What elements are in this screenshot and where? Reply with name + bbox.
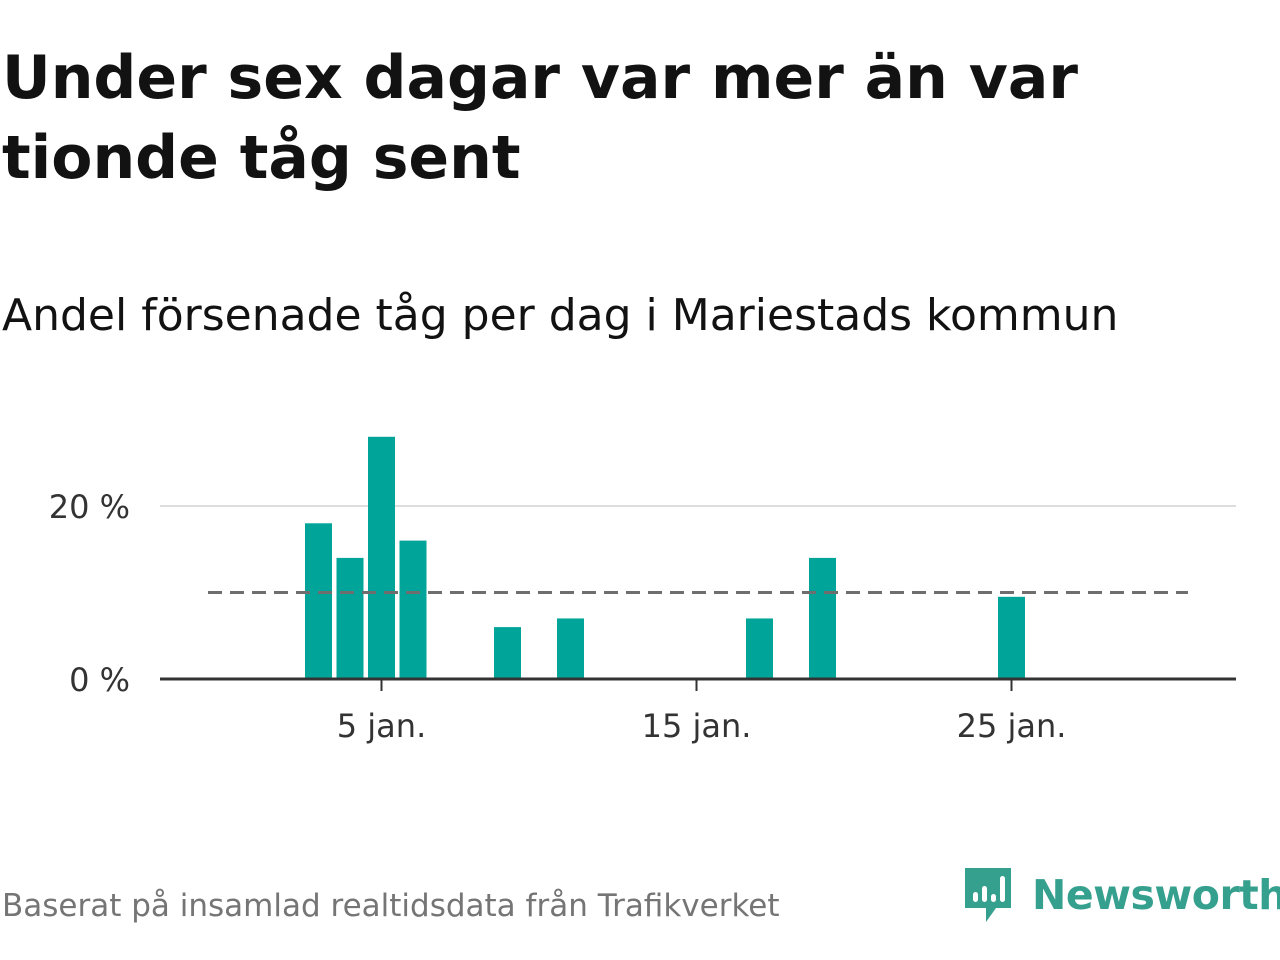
bar	[336, 557, 364, 679]
bar	[494, 627, 521, 679]
x-tick-label: 25 jan.	[957, 707, 1067, 745]
bar	[305, 523, 332, 679]
bar	[368, 436, 395, 679]
y-tick-label: 20 %	[49, 488, 130, 526]
brand-name: Newsworthy	[1032, 871, 1280, 919]
bar	[557, 618, 584, 679]
x-tick-label: 5 jan.	[337, 707, 426, 745]
bar	[399, 540, 427, 679]
x-tick-label: 15 jan.	[642, 707, 752, 745]
y-tick-label: 0 %	[69, 661, 130, 699]
chart-title: Under sex dagar var mer än var tionde tå…	[2, 43, 1078, 193]
bar	[746, 618, 773, 679]
bar-chart-speech-bubble-icon	[965, 868, 1011, 922]
source-note: Baserat på insamlad realtidsdata från Tr…	[2, 888, 780, 924]
chart-subtitle: Andel försenade tåg per dag i Mariestads…	[2, 290, 1119, 341]
brand-logo: Newsworthy	[962, 862, 1280, 928]
bar	[998, 596, 1025, 679]
bar	[809, 557, 836, 679]
